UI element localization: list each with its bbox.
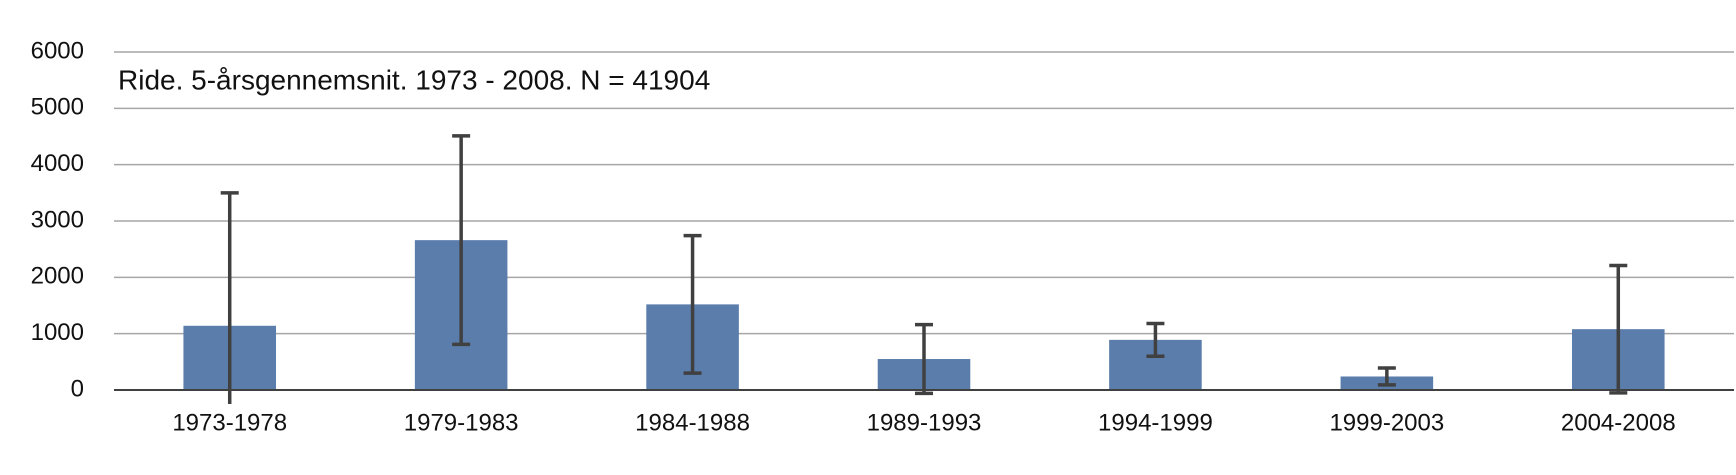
error-bar <box>1609 263 1628 395</box>
x-tick-label: 1989-1993 <box>867 409 982 436</box>
error-bar <box>220 191 239 404</box>
y-tick-label: 5000 <box>31 94 84 121</box>
y-tick-label: 3000 <box>31 206 84 233</box>
y-tick-label: 4000 <box>31 150 84 177</box>
y-tick-label: 2000 <box>31 263 84 290</box>
x-tick-label: 1973-1978 <box>172 409 287 436</box>
x-tick-label: 1984-1988 <box>635 409 750 436</box>
chart-title: Ride. 5-årsgennemsnit. 1973 - 2008. N = … <box>118 64 710 95</box>
plot-area <box>183 134 1665 404</box>
x-tick-label: 2004-2008 <box>1561 409 1676 436</box>
x-tick-label: 1979-1983 <box>404 409 519 436</box>
error-bar <box>1146 321 1165 358</box>
x-tick-label: 1999-2003 <box>1329 409 1444 436</box>
error-bar <box>1377 366 1396 387</box>
error-bar <box>915 322 933 396</box>
y-tick-label: 0 <box>71 375 84 402</box>
y-tick-label: 1000 <box>31 319 84 346</box>
error-bar <box>452 134 471 347</box>
y-tick-label: 6000 <box>31 37 84 64</box>
error-bar <box>683 233 702 375</box>
x-tick-label: 1994-1999 <box>1098 409 1213 436</box>
